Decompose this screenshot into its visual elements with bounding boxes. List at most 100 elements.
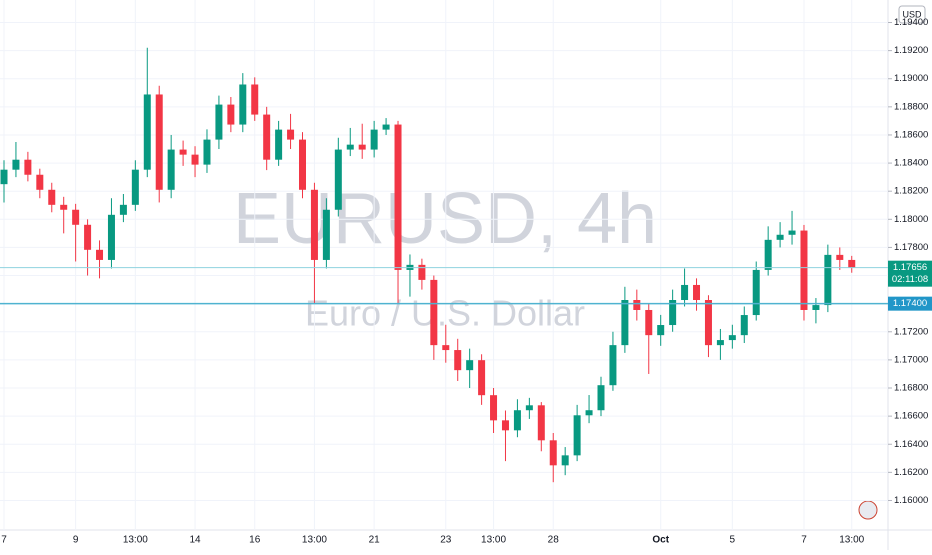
x-tick-label: 5	[730, 535, 736, 546]
y-tick-label: 1.18000	[894, 214, 928, 225]
y-tick-label: 1.19400	[894, 17, 928, 28]
x-tick-label: 13:00	[123, 535, 148, 546]
candle-body	[191, 154, 199, 165]
x-tick-label: 7	[1, 535, 7, 546]
candle-body	[310, 189, 318, 260]
y-tick-label: 1.16600	[894, 411, 928, 422]
x-tick-label: 21	[369, 535, 381, 546]
candle-body	[299, 139, 306, 190]
candle-body	[203, 139, 211, 165]
candle-body	[490, 395, 498, 421]
candle-body	[848, 259, 856, 268]
candle-body	[24, 159, 32, 175]
candle-body	[645, 309, 653, 336]
candle-body	[549, 440, 557, 466]
candle-body	[764, 239, 772, 270]
y-tick-label: 1.16000	[894, 495, 928, 506]
candle-body	[358, 144, 366, 150]
candle-body	[776, 234, 784, 240]
candle-body	[36, 174, 44, 190]
watermark-subtitle: Euro / U.S. Dollar	[305, 293, 585, 334]
price-label-box	[888, 260, 932, 287]
candle-body	[669, 300, 677, 326]
candle-body	[179, 149, 187, 155]
candle-body	[501, 420, 509, 431]
x-tick-label: 14	[189, 535, 201, 546]
candle-body	[322, 209, 330, 260]
candle-body	[155, 94, 163, 190]
candle-body	[693, 284, 701, 301]
candle-body	[143, 94, 151, 170]
candle-body	[585, 410, 593, 416]
candle-body	[251, 84, 259, 115]
y-tick-label: 1.17800	[894, 242, 928, 253]
price-label-box	[888, 296, 932, 311]
y-tick-label: 1.19200	[894, 45, 928, 56]
y-tick-label: 1.19000	[894, 73, 928, 84]
candle-body	[346, 144, 354, 150]
candle-body	[96, 249, 104, 260]
candle-body	[716, 340, 724, 346]
candle-body	[12, 159, 20, 170]
candle-body	[573, 415, 581, 456]
candle-body	[597, 385, 605, 411]
y-tick-label: 1.17200	[894, 326, 928, 337]
candle-body	[263, 114, 271, 160]
currency-box[interactable]	[898, 5, 926, 24]
candle-body	[633, 300, 641, 310]
candle-body	[836, 254, 844, 260]
candle-body	[728, 335, 736, 341]
x-tick-label: 28	[548, 535, 560, 546]
currency[interactable]: USD	[902, 9, 922, 19]
candle-body	[513, 410, 521, 431]
candle-body	[430, 279, 438, 346]
candle-body	[800, 230, 808, 310]
candle-body	[394, 124, 402, 270]
y-tick-label: 1.16800	[894, 383, 928, 394]
candle-body	[287, 129, 295, 140]
candle-body	[609, 345, 617, 386]
candle-body	[107, 214, 115, 260]
candle-body	[382, 124, 390, 130]
candle-body	[478, 360, 486, 396]
candle-body	[215, 104, 223, 140]
candle-body	[681, 284, 689, 301]
y-tick-label: 1.18800	[894, 101, 928, 112]
candle-body	[275, 129, 283, 160]
candle-body	[824, 254, 832, 306]
y-tick-label: 1.17000	[894, 354, 928, 365]
candle-body	[466, 360, 474, 371]
y-tick-label: 1.16400	[894, 439, 928, 450]
candle-body	[239, 84, 247, 125]
x-tick-label: 16	[249, 535, 261, 546]
candle-body	[167, 149, 175, 190]
candle-body	[752, 269, 760, 316]
candle-body	[60, 204, 68, 210]
x-tick-label: 13:00	[839, 535, 864, 546]
x-tick-label: Oct	[652, 535, 669, 546]
candle-body	[788, 230, 796, 235]
x-tick-label: 23	[440, 535, 452, 546]
price-label: 1.17400	[893, 298, 927, 309]
y-tick-label: 1.18400	[894, 158, 928, 169]
x-tick-label: 7	[801, 535, 807, 546]
candle-body	[525, 405, 533, 411]
flag-icon[interactable]	[858, 500, 878, 520]
candle-body	[0, 169, 8, 185]
candle-body	[537, 405, 545, 441]
countdown: 02:11:08	[892, 274, 928, 285]
candle-body	[84, 224, 92, 250]
candle-body	[704, 300, 712, 346]
y-tick-label: 1.18200	[894, 186, 928, 197]
x-tick-label: 13:00	[481, 535, 506, 546]
candle-body	[418, 264, 426, 280]
candle-body	[621, 300, 629, 346]
candle-body	[561, 455, 569, 466]
candle-body	[740, 315, 748, 336]
candle-body	[227, 104, 235, 125]
candle-body	[442, 345, 450, 351]
y-tick-label: 1.18600	[894, 129, 928, 140]
y-tick-label: 1.16200	[894, 467, 928, 478]
